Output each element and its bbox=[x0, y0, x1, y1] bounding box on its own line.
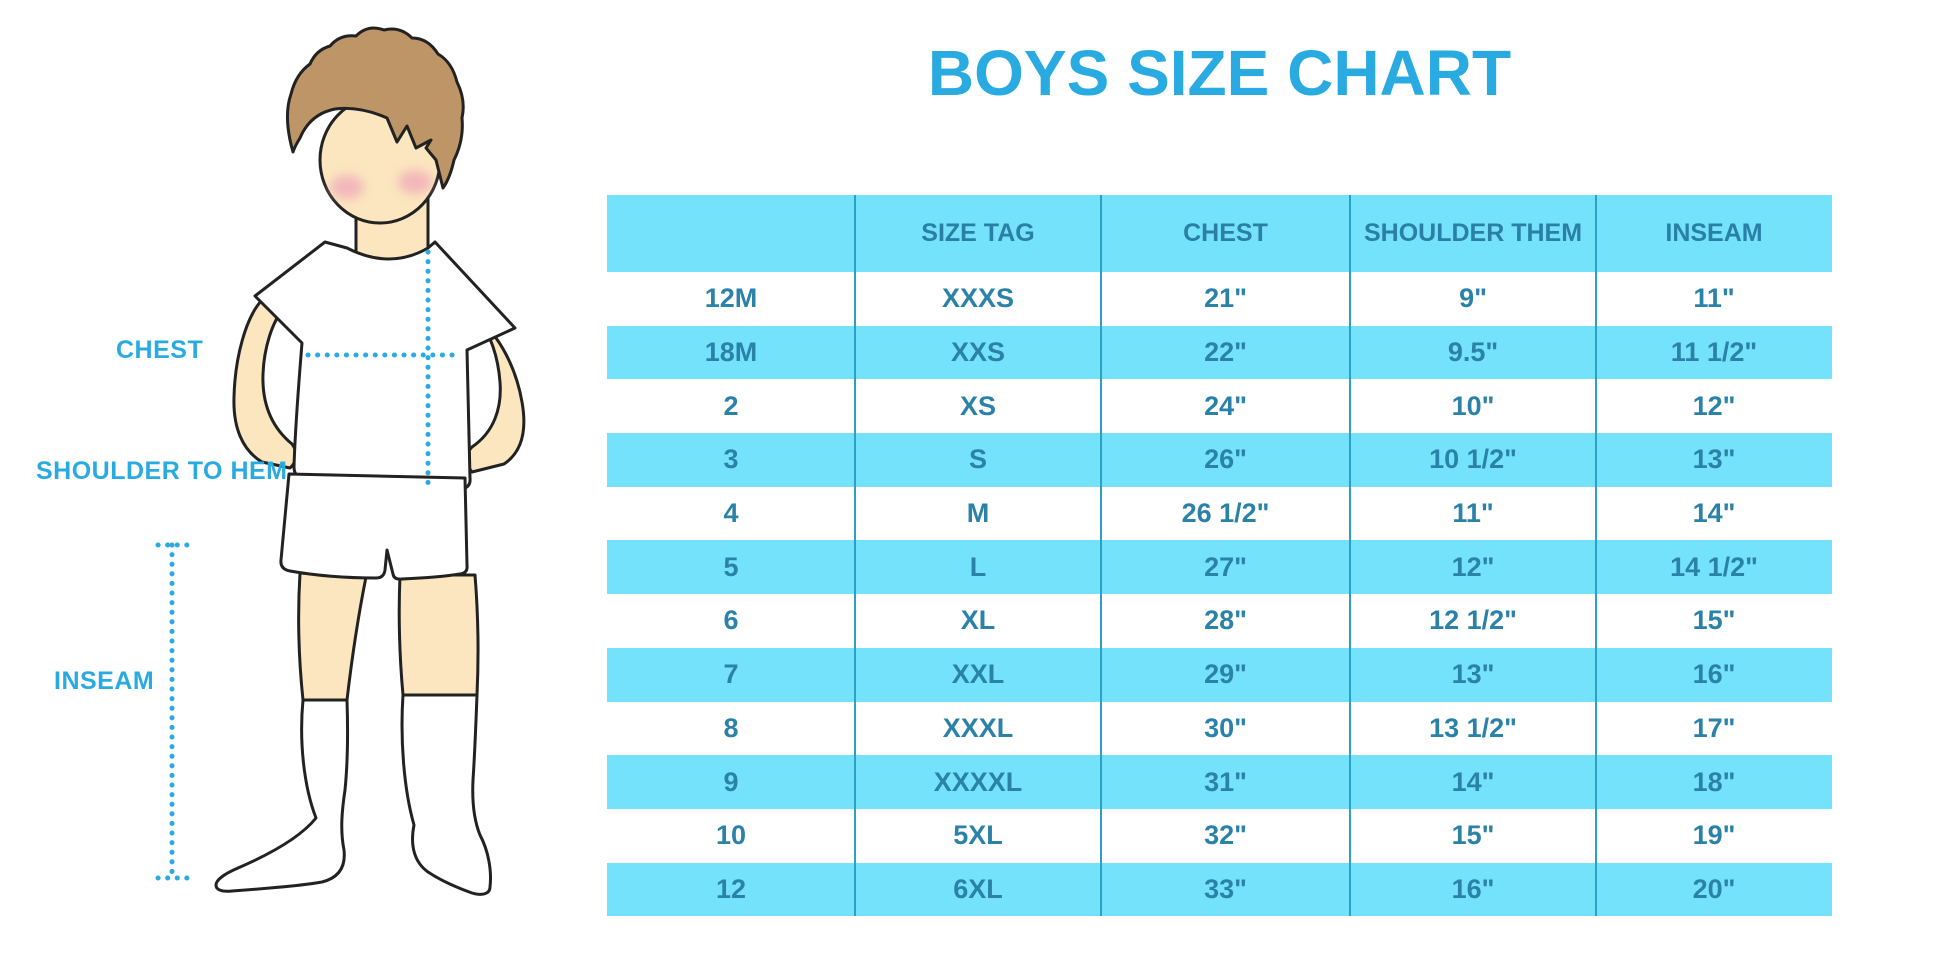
chest-label: CHEST bbox=[116, 336, 204, 364]
row-value-cell: 19" bbox=[1692, 820, 1736, 851]
column-divider bbox=[854, 195, 856, 916]
row-value-cell: 12" bbox=[1451, 551, 1495, 582]
row-size-cell: 8 bbox=[723, 712, 739, 743]
row-value-cell: 11 1/2" bbox=[1670, 337, 1758, 368]
row-value-cell: 12 1/2" bbox=[1429, 605, 1517, 636]
row-value-cell: 13" bbox=[1451, 659, 1495, 690]
table-row: 6 XL 28" 12 1/2" 15" bbox=[607, 594, 1832, 648]
row-size-cell: 12M bbox=[704, 283, 758, 314]
header-cell-size-tag: SIZE TAG bbox=[921, 219, 1035, 247]
table-row: 18M XXS 22" 9.5" 11 1/2" bbox=[607, 325, 1832, 380]
row-value-cell: 12" bbox=[1692, 390, 1736, 421]
row-value-cell: 15" bbox=[1692, 605, 1736, 636]
column-divider bbox=[1595, 195, 1597, 916]
header-cell-blank bbox=[607, 195, 855, 272]
row-value-cell: 5XL bbox=[953, 820, 1003, 851]
header-cell-shoulder: SHOULDER THEM bbox=[1363, 219, 1583, 247]
row-value-cell: 17" bbox=[1692, 712, 1736, 743]
row-value-cell: 32" bbox=[1204, 820, 1247, 851]
boy-right-cheek bbox=[398, 170, 432, 194]
row-value-cell: 14" bbox=[1451, 766, 1495, 797]
table-row: 10 5XL 32" 15" 19" bbox=[607, 808, 1832, 863]
row-value-cell: 21" bbox=[1204, 283, 1247, 314]
row-value-cell: 16" bbox=[1692, 659, 1736, 690]
row-value-cell: 11" bbox=[1693, 283, 1735, 314]
row-size-cell: 9 bbox=[723, 766, 739, 797]
row-size-cell: 3 bbox=[723, 444, 739, 475]
row-size-cell: 18M bbox=[704, 337, 758, 368]
row-size-cell: 12 bbox=[715, 873, 747, 904]
page-title: BOYS SIZE CHART bbox=[927, 37, 1512, 109]
boy-shorts bbox=[279, 472, 469, 581]
row-value-cell: 13 1/2" bbox=[1429, 712, 1517, 743]
row-value-cell: 16" bbox=[1451, 873, 1495, 904]
boy-figure-svg bbox=[155, 26, 526, 896]
row-value-cell: 9.5" bbox=[1447, 337, 1499, 368]
row-value-cell: 14 1/2" bbox=[1670, 551, 1758, 582]
boy-left-leg bbox=[297, 571, 368, 702]
column-divider bbox=[1100, 195, 1102, 916]
row-value-cell: 28" bbox=[1204, 605, 1247, 636]
table-row: 5 L 27" 12" 14 1/2" bbox=[607, 540, 1832, 595]
table-row: 12 6XL 33" 16" 20" bbox=[607, 862, 1832, 917]
boy-figure-illustration bbox=[150, 12, 550, 912]
row-value-cell: XXXL bbox=[942, 712, 1014, 743]
row-value-cell: 26 1/2" bbox=[1181, 498, 1270, 529]
row-value-cell: 14" bbox=[1692, 498, 1736, 529]
row-size-cell: 5 bbox=[723, 551, 739, 582]
row-value-cell: XXS bbox=[950, 337, 1006, 368]
shoulder-to-hem-label: SHOULDER TO HEM bbox=[36, 457, 288, 485]
boy-hair bbox=[286, 26, 465, 190]
row-value-cell: 9" bbox=[1459, 283, 1487, 314]
column-divider bbox=[1349, 195, 1351, 916]
boy-right-leg bbox=[397, 573, 480, 697]
table-header-row: SIZE TAG CHEST SHOULDER THEM INSEAM bbox=[607, 195, 1832, 272]
row-value-cell: 10" bbox=[1451, 390, 1495, 421]
row-value-cell: 18" bbox=[1692, 766, 1736, 797]
boy-right-sock bbox=[400, 693, 492, 896]
row-value-cell: 31" bbox=[1204, 766, 1247, 797]
table-row: 12M XXXS 21" 9" 11" bbox=[607, 272, 1832, 326]
table-row: 4 M 26 1/2" 11" 14" bbox=[607, 486, 1832, 541]
row-value-cell: 13" bbox=[1692, 444, 1736, 475]
table-row: 7 XXL 29" 13" 16" bbox=[607, 647, 1832, 702]
row-value-cell: 26" bbox=[1204, 444, 1247, 475]
row-value-cell: 24" bbox=[1204, 390, 1247, 421]
header-cell-chest: CHEST bbox=[1183, 219, 1268, 247]
row-value-cell: 30" bbox=[1204, 712, 1247, 743]
table-rows: 12M XXXS 21" 9" 11" 18M XXS 22" 9.5" 11 1/2" 2 XS 24… bbox=[607, 272, 1832, 917]
row-size-cell: 4 bbox=[723, 498, 739, 529]
row-size-cell: 6 bbox=[723, 605, 739, 636]
row-value-cell: L bbox=[969, 551, 987, 582]
table-row: 9 XXXXL 31" 14" 18" bbox=[607, 755, 1832, 809]
header-cell-inseam: INSEAM bbox=[1665, 219, 1763, 247]
row-value-cell: 33" bbox=[1204, 873, 1247, 904]
row-size-cell: 10 bbox=[715, 820, 747, 851]
row-value-cell: 20" bbox=[1692, 873, 1736, 904]
row-value-cell: M bbox=[966, 498, 990, 529]
row-value-cell: 22" bbox=[1204, 337, 1247, 368]
boy-left-cheek bbox=[330, 175, 364, 199]
boy-left-sock bbox=[214, 698, 350, 893]
row-value-cell: 15" bbox=[1451, 820, 1495, 851]
table-row: 3 S 26" 10 1/2" 13" bbox=[607, 433, 1832, 487]
row-size-cell: 7 bbox=[723, 659, 739, 690]
row-value-cell: 6XL bbox=[953, 873, 1003, 904]
row-size-cell: 2 bbox=[723, 390, 739, 421]
row-value-cell: 10 1/2" bbox=[1429, 444, 1517, 475]
table-row: 2 XS 24" 10" 12" bbox=[607, 379, 1832, 434]
size-table: SIZE TAG CHEST SHOULDER THEM INSEAM 12M X… bbox=[607, 195, 1832, 917]
row-value-cell: XS bbox=[959, 390, 997, 421]
row-value-cell: XL bbox=[960, 605, 996, 636]
row-value-cell: XXL bbox=[951, 659, 1005, 690]
row-value-cell: XXXXL bbox=[933, 766, 1023, 797]
row-value-cell: S bbox=[968, 444, 987, 475]
row-value-cell: 27" bbox=[1204, 551, 1247, 582]
table-row: 8 XXXL 30" 13 1/2" 17" bbox=[607, 701, 1832, 756]
row-value-cell: 11" bbox=[1452, 498, 1494, 529]
inseam-label: INSEAM bbox=[54, 667, 155, 695]
row-value-cell: XXXS bbox=[941, 283, 1015, 314]
row-value-cell: 29" bbox=[1204, 659, 1247, 690]
